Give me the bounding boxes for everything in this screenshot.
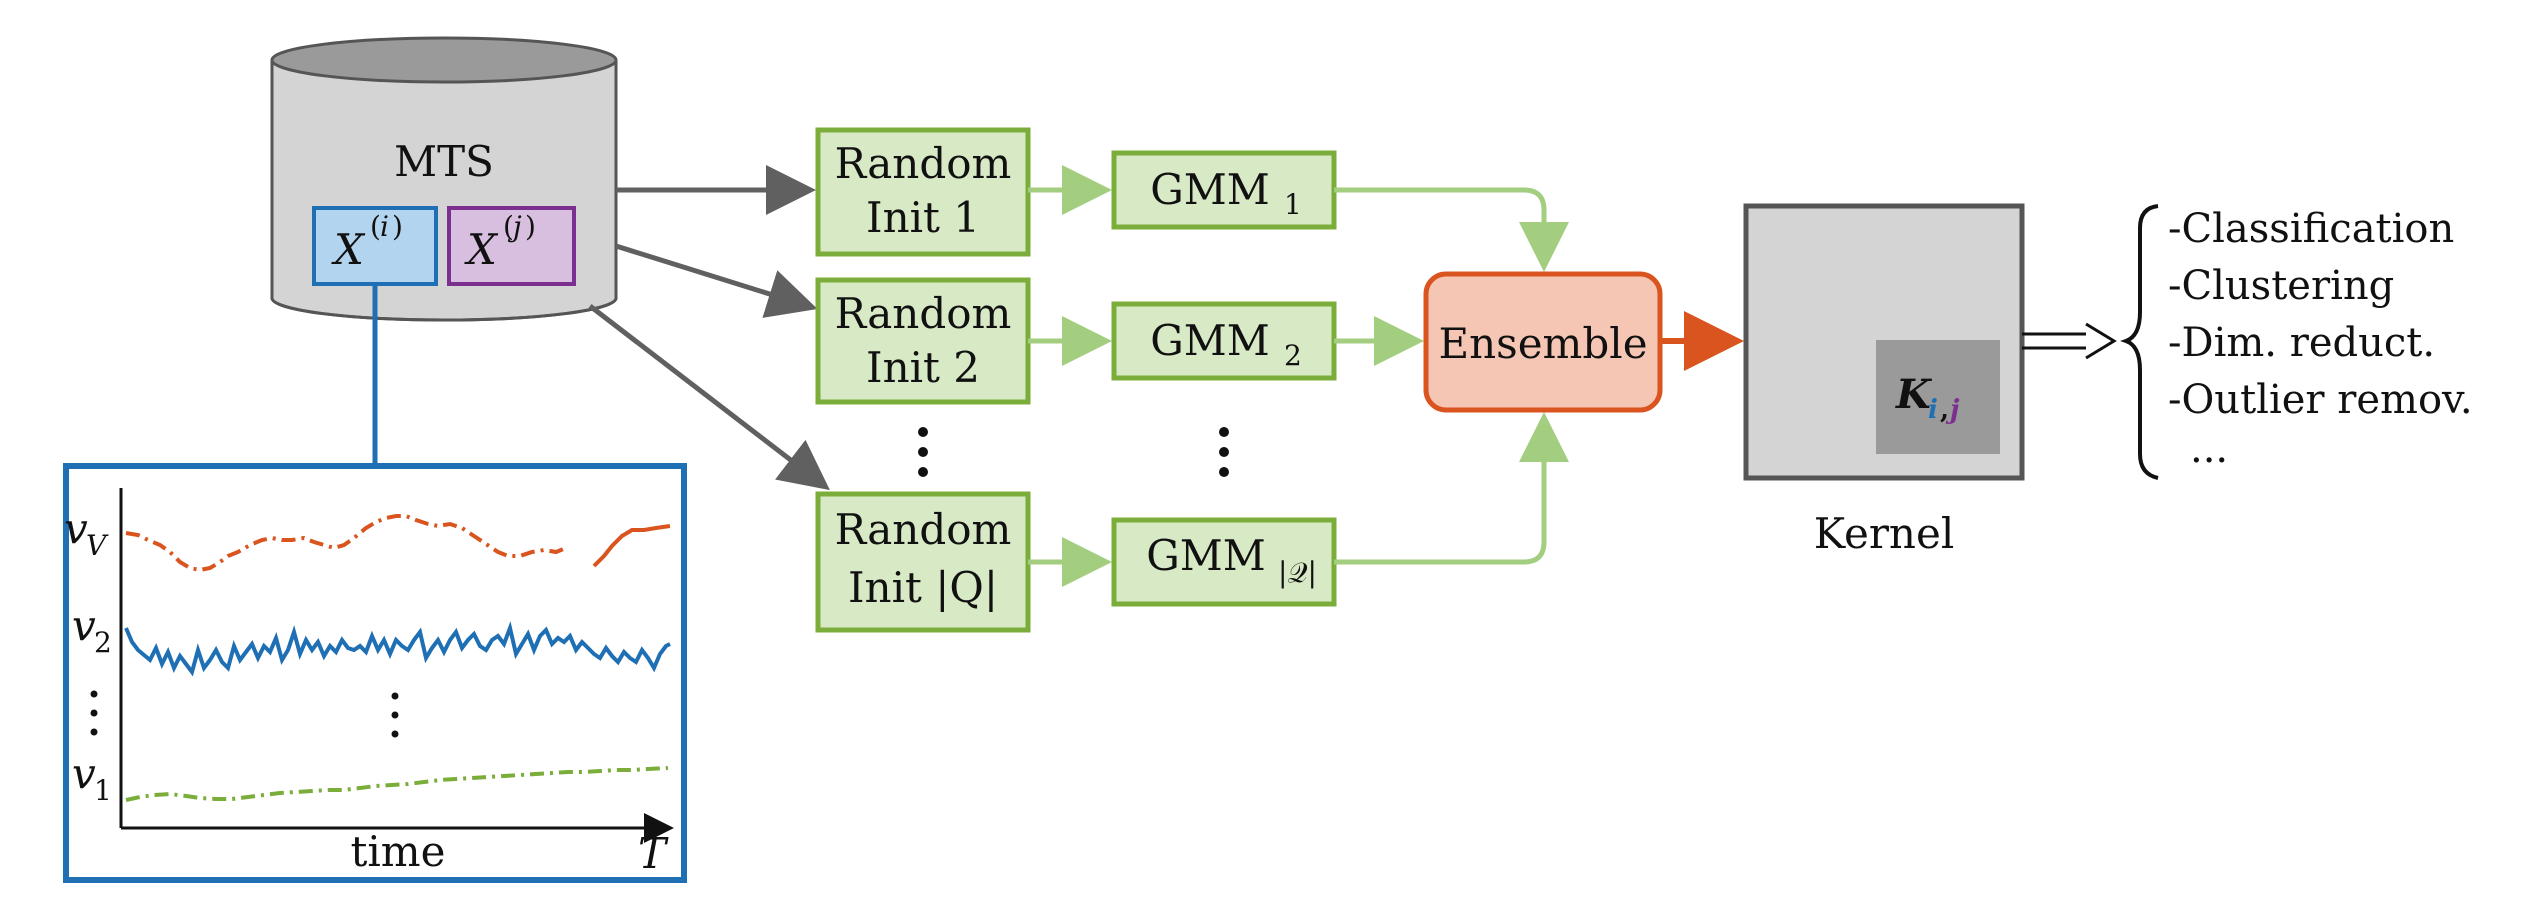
variable-vV-label: v xyxy=(64,504,88,553)
svg-text:i: i xyxy=(380,210,389,243)
init-box-2: Random Init 2 xyxy=(815,277,1031,405)
sample-xi-box: X ( i ) xyxy=(312,206,438,286)
use-item-3: -Dim. reduct. xyxy=(2168,320,2435,366)
gmm-2-label: GMM xyxy=(1150,316,1270,365)
ensemble-box: Ensemble xyxy=(1423,271,1663,413)
use-item-2: -Clustering xyxy=(2168,263,2394,309)
svg-text:|𝒬|: |𝒬| xyxy=(1278,556,1317,589)
init-1-line2: Init 1 xyxy=(866,193,980,242)
init-3-line2: Init |Q| xyxy=(848,563,998,612)
kernel-label: Kernel xyxy=(1814,509,1955,558)
sample-xi-label: X xyxy=(331,225,366,274)
gmm-box-3: GMM |𝒬| xyxy=(1111,517,1337,607)
init-2-line1: Random xyxy=(835,289,1012,338)
variable-v1-label: v xyxy=(72,749,96,798)
uses-list: -Classification -Clustering -Dim. reduct… xyxy=(2168,206,2473,472)
inset-xlabel: time xyxy=(351,827,446,876)
svg-text:,: , xyxy=(1940,395,1949,425)
series-v2-line xyxy=(124,621,671,677)
mts-label: MTS xyxy=(394,137,494,186)
use-item-5: ... xyxy=(2190,426,2228,472)
ensemble-label: Ensemble xyxy=(1438,319,1647,368)
svg-text:2: 2 xyxy=(94,626,112,659)
inset-mid-ellipsis xyxy=(391,692,399,738)
arrow-db-to-init2 xyxy=(615,243,818,318)
inset-x-end-label: T xyxy=(638,829,669,878)
gmm-box-1: GMM 1 xyxy=(1111,150,1337,230)
svg-text:i: i xyxy=(1928,395,1938,425)
init-box-3: Random Init |Q| xyxy=(815,491,1031,633)
series-v1-line xyxy=(125,766,669,802)
svg-text:): ) xyxy=(525,210,536,243)
init-ellipsis xyxy=(918,427,928,477)
init-3-line1: Random xyxy=(835,505,1012,554)
svg-text:1: 1 xyxy=(1284,188,1302,221)
init-box-1: Random Init 1 xyxy=(815,127,1031,257)
arrow-gmm3-to-ensemble xyxy=(1334,412,1569,565)
svg-text:1: 1 xyxy=(94,774,112,807)
time-series-inset: v V v 2 v 1 time T xyxy=(63,463,687,883)
kernel-entry-cell xyxy=(1876,340,2000,454)
sample-xj-label: X xyxy=(464,225,499,274)
variable-v2-label: v xyxy=(72,601,96,650)
inset-left-ellipsis xyxy=(90,690,98,736)
arrow-kernel-to-uses xyxy=(2022,322,2117,360)
series-vV-line xyxy=(125,514,567,573)
gmm-1-label: GMM xyxy=(1150,165,1270,214)
svg-text:2: 2 xyxy=(1284,339,1302,372)
use-item-1: -Classification xyxy=(2168,206,2454,252)
init-1-line1: Random xyxy=(835,139,1012,188)
sample-xi-superscript: ( xyxy=(370,210,381,243)
arrow-db-to-init3 xyxy=(588,304,830,491)
arrow-gmm1-to-ensemble xyxy=(1334,187,1569,272)
kernel-matrix: K i , j Kernel xyxy=(1743,203,2025,558)
series-vV-line-end xyxy=(592,524,671,568)
svg-text:V: V xyxy=(86,529,109,562)
kernel-entry-label: K xyxy=(1895,371,1933,418)
gmm-ellipsis xyxy=(1219,427,1229,477)
use-item-4: -Outlier remov. xyxy=(2168,377,2473,423)
svg-text:(: ( xyxy=(503,210,514,243)
sample-xj-box: X ( j ) xyxy=(447,206,576,286)
uses-brace xyxy=(2120,204,2159,480)
gmm-3-label: GMM xyxy=(1146,531,1266,580)
init-2-line2: Init 2 xyxy=(866,343,980,392)
svg-text:): ) xyxy=(392,210,403,243)
gmm-box-2: GMM 2 xyxy=(1111,301,1337,381)
